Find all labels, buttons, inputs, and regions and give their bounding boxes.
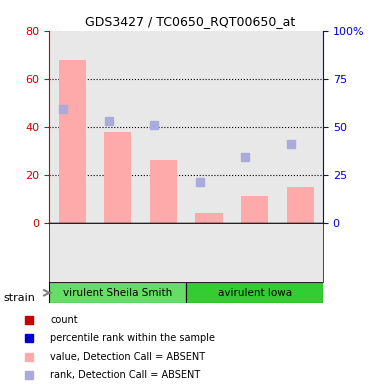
Text: rank, Detection Call = ABSENT: rank, Detection Call = ABSENT <box>51 370 201 380</box>
Text: percentile rank within the sample: percentile rank within the sample <box>51 333 215 343</box>
Text: GSM198444: GSM198444 <box>113 228 123 281</box>
Text: GSM198443: GSM198443 <box>67 228 77 281</box>
Text: GDS3427 / TC0650_RQT00650_at: GDS3427 / TC0650_RQT00650_at <box>85 15 295 28</box>
Text: count: count <box>51 315 78 325</box>
Text: GSM198445: GSM198445 <box>158 228 168 281</box>
Text: avirulent Iowa: avirulent Iowa <box>217 288 292 298</box>
FancyBboxPatch shape <box>49 282 186 303</box>
Bar <box>241 196 268 223</box>
Bar <box>287 187 314 223</box>
Text: GSM198447: GSM198447 <box>250 228 260 281</box>
Bar <box>150 161 177 223</box>
FancyBboxPatch shape <box>186 282 323 303</box>
Text: strain: strain <box>4 293 36 303</box>
Text: value, Detection Call = ABSENT: value, Detection Call = ABSENT <box>51 352 206 362</box>
Bar <box>141 31 186 223</box>
Bar <box>186 31 232 223</box>
Bar <box>104 131 131 223</box>
Bar <box>232 31 277 223</box>
Bar <box>195 213 223 223</box>
Bar <box>49 31 95 223</box>
Text: GSM198446: GSM198446 <box>204 228 214 281</box>
Bar <box>277 31 323 223</box>
Bar <box>59 60 86 223</box>
Bar <box>95 31 141 223</box>
Text: virulent Sheila Smith: virulent Sheila Smith <box>63 288 173 298</box>
Text: GSM198448: GSM198448 <box>295 228 305 281</box>
